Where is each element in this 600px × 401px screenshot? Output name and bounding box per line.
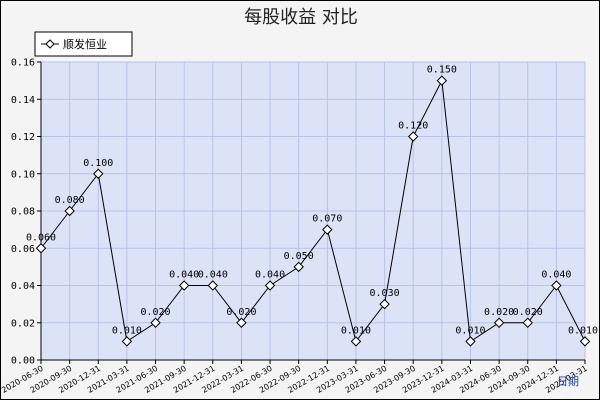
y-tick-label: 0.00	[11, 356, 35, 367]
data-label: 0.020	[140, 307, 170, 318]
data-label: 0.060	[26, 232, 56, 243]
y-tick-label: 0.10	[11, 169, 35, 180]
data-label: 0.080	[55, 195, 85, 206]
y-tick-label: 0.04	[11, 281, 35, 292]
y-tick-label: 0.08	[11, 207, 35, 218]
data-point-marker	[522, 317, 533, 328]
data-label: 0.040	[255, 270, 285, 281]
data-point-marker	[35, 243, 47, 254]
data-point-marker	[236, 317, 247, 328]
data-point-marker	[379, 298, 390, 310]
data-label: 0.010	[341, 325, 371, 336]
data-point-marker	[322, 224, 333, 235]
data-label: 0.040	[198, 270, 228, 281]
legend-diamond-marker	[45, 39, 55, 49]
data-point-marker	[465, 336, 476, 347]
y-tick-label: 0.02	[11, 318, 35, 329]
data-point-marker	[350, 336, 362, 347]
data-point-marker	[493, 317, 505, 328]
data-point-marker	[64, 205, 75, 217]
data-label: 0.010	[568, 325, 598, 336]
data-label: 0.020	[226, 307, 256, 318]
y-tick-label: 0.14	[11, 95, 35, 106]
data-point-marker	[579, 336, 591, 347]
y-axis-ticks: 0.00 0.02 0.04 0.06 0.08 0.10 0.12 0.14 0.16	[11, 58, 41, 367]
data-labels: 0.0600.0800.1000.0100.0200.0400.0400.020…	[26, 65, 598, 337]
y-tick-label: 0.16	[11, 58, 35, 69]
data-point-marker	[436, 75, 448, 86]
series-line	[40, 78, 586, 343]
data-label: 0.050	[284, 251, 314, 262]
data-label: 0.010	[455, 325, 485, 336]
data-label: 0.070	[312, 214, 342, 225]
data-label: 0.030	[370, 288, 400, 299]
x-axis-ticks: 2020-06-302020-09-302020-12-312021-03-31…	[1, 360, 589, 395]
y-tick-label: 0.06	[11, 244, 35, 255]
data-point-marker	[207, 280, 218, 291]
data-label: 0.150	[427, 65, 457, 76]
data-point-marker	[121, 336, 133, 347]
data-label: 0.040	[541, 270, 571, 281]
x-axis-label: 日期	[557, 375, 579, 388]
data-label: 0.010	[112, 325, 142, 336]
data-label: 0.100	[83, 158, 113, 169]
data-point-marker	[93, 168, 104, 179]
legend-series-name: 顺发恒业	[63, 37, 107, 51]
data-label: 0.020	[513, 307, 543, 318]
data-label: 0.020	[484, 307, 514, 318]
data-point-marker	[551, 280, 562, 291]
data-point-marker	[293, 261, 304, 273]
data-point-marker	[178, 280, 190, 291]
data-label: 0.120	[398, 121, 428, 132]
data-point-marker	[264, 280, 276, 291]
data-point-marker	[408, 131, 419, 142]
data-point-marker	[150, 317, 161, 328]
series-layer	[35, 75, 591, 347]
legend: 顺发恒业	[34, 31, 133, 57]
data-label: 0.040	[169, 270, 199, 281]
y-tick-label: 0.12	[11, 132, 35, 143]
chart-title: 每股收益 对比	[244, 7, 358, 28]
